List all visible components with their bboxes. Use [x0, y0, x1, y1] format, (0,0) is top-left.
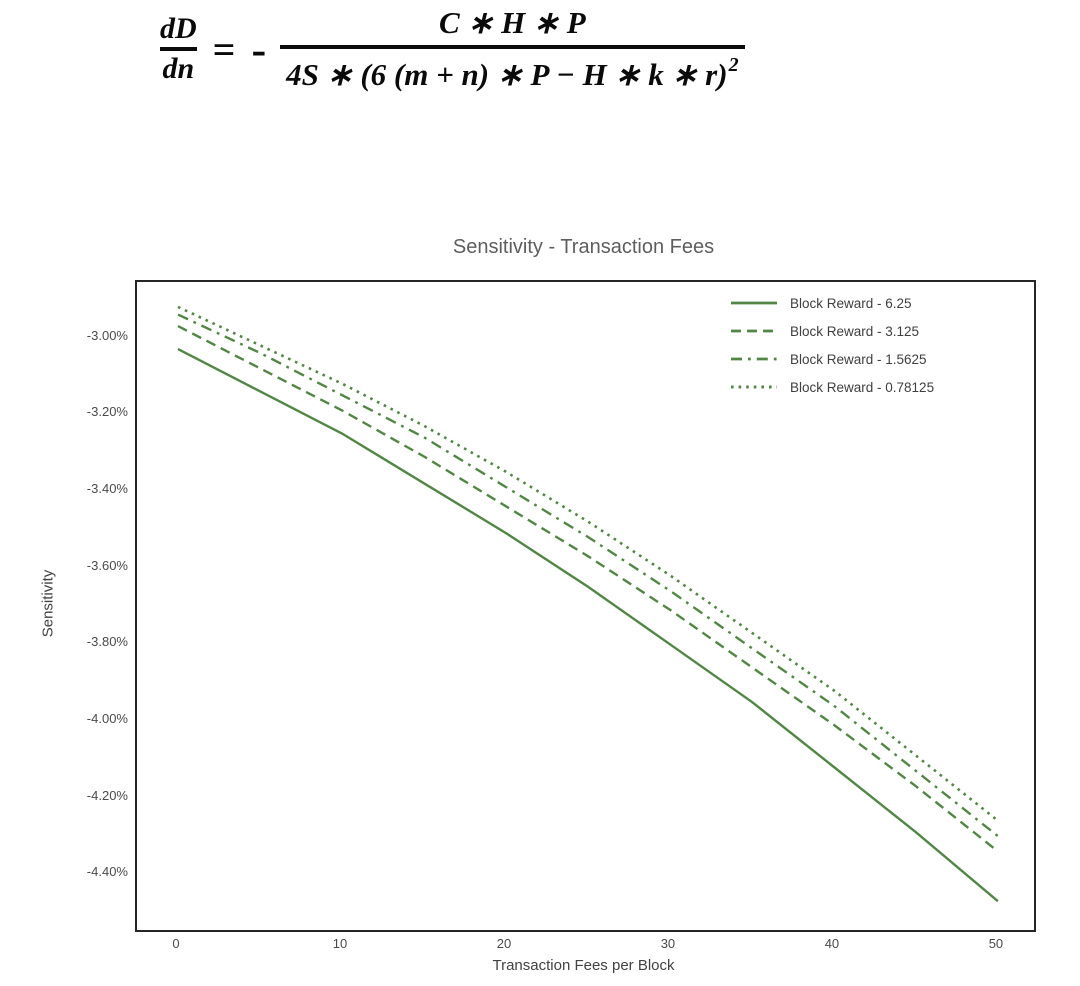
x-tick-label: 50	[988, 936, 1004, 951]
x-axis-label: Transaction Fees per Block	[492, 957, 675, 974]
line-chart-canvas	[177, 305, 999, 903]
legend-label: Block Reward - 6.25	[790, 295, 912, 311]
formula-exponent: 2	[728, 54, 739, 77]
equals-sign: =	[212, 26, 236, 72]
x-tick-label: 30	[660, 936, 676, 951]
legend-item: Block Reward - 6.25	[730, 289, 934, 317]
y-tick-label: -3.60%	[86, 557, 128, 573]
formula-rhs-fraction: C ∗ H ∗ P 4S ∗ (6 (m + n) ∗ P − H ∗ k ∗ …	[280, 5, 745, 92]
legend-line-swatch-dotted	[731, 385, 777, 389]
legend-line-swatch-dashed	[731, 329, 777, 333]
formula-lhs-numerator: dD	[160, 12, 197, 46]
x-tick-label: 20	[496, 936, 512, 951]
y-tick-label: -4.20%	[86, 787, 128, 803]
x-tick-label: 10	[332, 936, 348, 951]
legend-label: Block Reward - 3.125	[790, 323, 920, 339]
formula-denominator: 4S ∗ (6 (m + n) ∗ P − H ∗ k ∗ r)2	[280, 52, 744, 92]
y-tick-label: -3.80%	[86, 634, 128, 650]
y-tick-label: -3.00%	[86, 327, 128, 343]
y-tick-label: -4.40%	[86, 864, 128, 880]
legend-item: Block Reward - 0.78125	[730, 373, 934, 401]
minus-sign: -	[251, 24, 267, 74]
y-axis-label: Sensitivity	[39, 569, 57, 638]
x-tick-label: 40	[824, 936, 840, 951]
formula-lhs-denominator: dn	[162, 52, 195, 86]
chart-legend: Block Reward - 6.25 Block Reward - 3.125 B…	[730, 289, 934, 401]
formula-lhs-fraction: dD dn	[160, 14, 197, 84]
plot-area	[135, 280, 1036, 932]
series-line-solid	[177, 348, 999, 903]
legend-label: Block Reward - 0.78125	[790, 379, 935, 395]
legend-item: Block Reward - 3.125	[730, 317, 934, 345]
legend-label: Block Reward - 1.5625	[790, 351, 927, 367]
fraction-bar	[280, 45, 745, 50]
legend-line-swatch-dashdot	[731, 357, 777, 361]
y-tick-label: -3.20%	[86, 404, 128, 420]
legend-line-swatch-solid	[731, 301, 777, 305]
series-line-dashdot	[177, 313, 999, 838]
derivative-formula: dD dn = - C ∗ H ∗ P 4S ∗ (6 (m + n) ∗ P …	[160, 5, 745, 92]
y-tick-label: -3.40%	[86, 480, 128, 496]
formula-numerator: C ∗ H ∗ P	[439, 5, 586, 40]
x-tick-label: 0	[172, 936, 180, 951]
formula-denominator-text: 4S ∗ (6 (m + n) ∗ P − H ∗ k ∗ r)	[286, 57, 728, 93]
legend-item: Block Reward - 1.5625	[730, 345, 934, 373]
chart-title: Sensitivity - Transaction Fees	[452, 236, 715, 258]
y-tick-label: -4.00%	[86, 710, 128, 726]
fraction-bar	[160, 47, 197, 52]
series-line-dashed	[177, 325, 999, 853]
